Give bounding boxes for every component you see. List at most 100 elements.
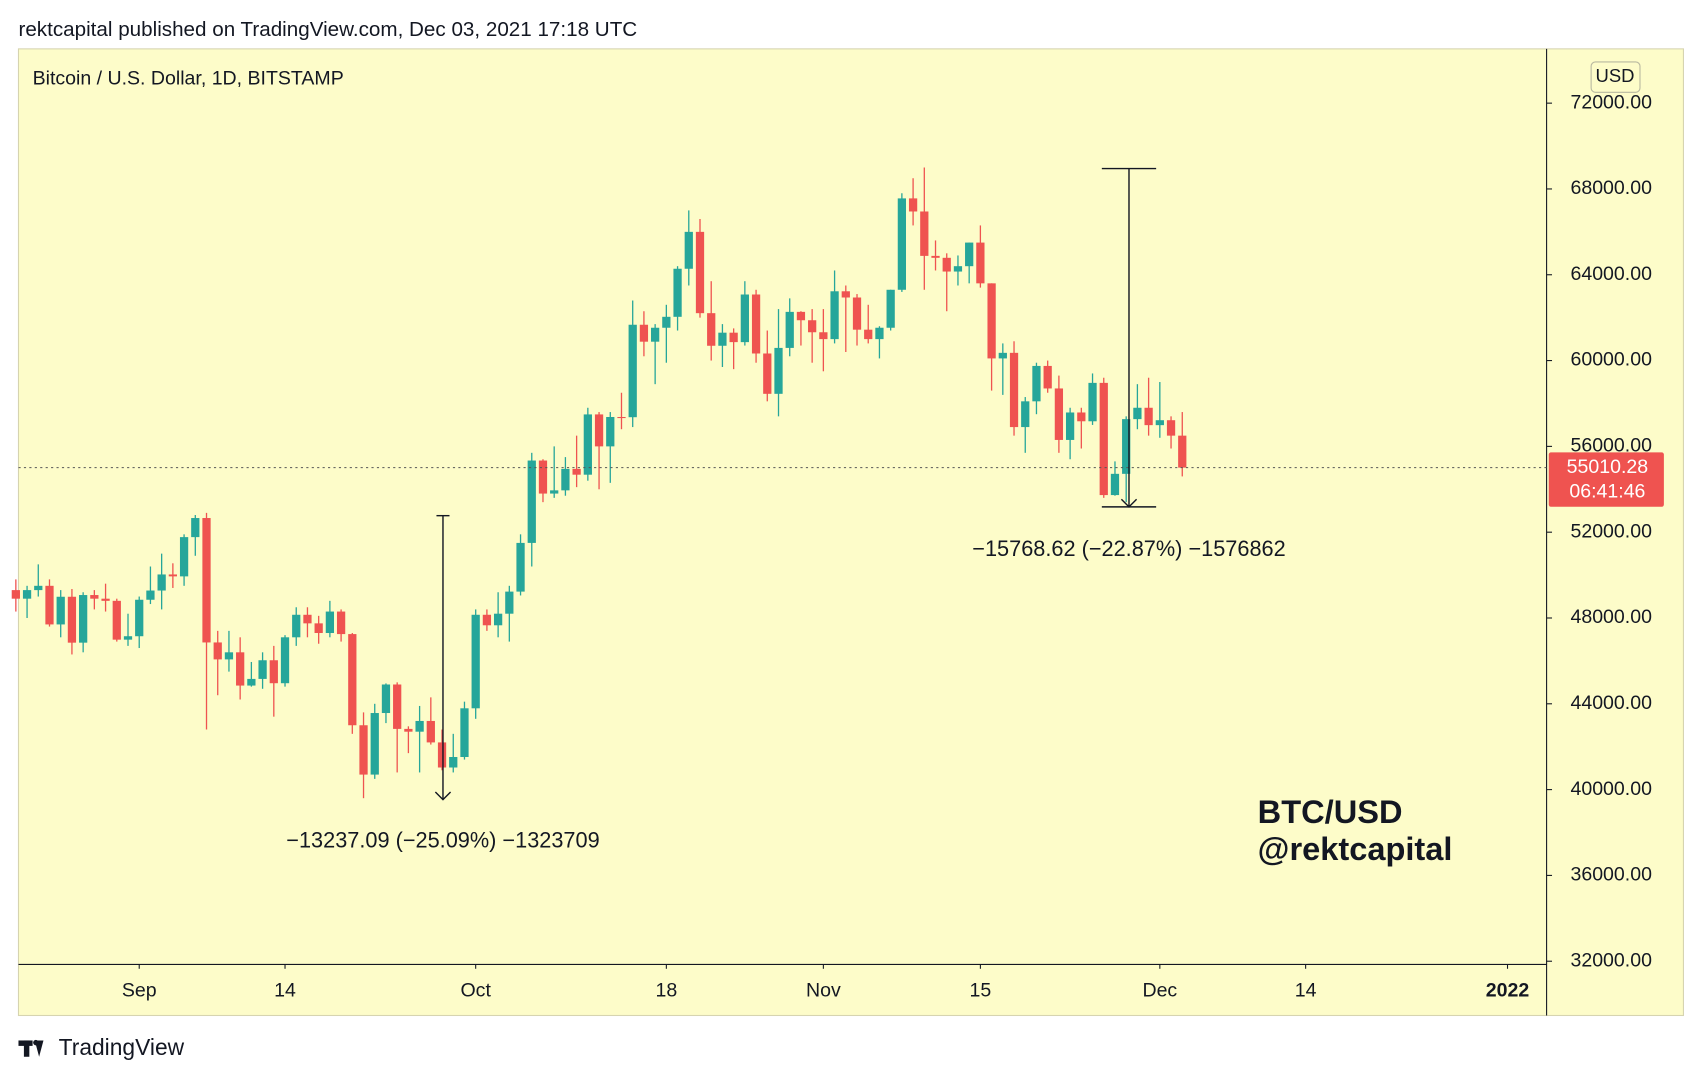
candle-body — [56, 596, 65, 625]
candle-body — [550, 490, 559, 494]
candle-body — [157, 574, 166, 591]
footer: TradingView — [59, 1034, 185, 1060]
candle-body — [538, 460, 548, 494]
y-tick-label: 60000.00 — [1570, 349, 1652, 371]
candle-body — [1144, 407, 1153, 426]
x-tick-label: Dec — [1142, 980, 1177, 1002]
candle-body — [1021, 401, 1030, 428]
candle-body — [1054, 388, 1064, 440]
measure-arrow — [1120, 498, 1138, 508]
candle-body — [123, 636, 133, 640]
candle-body — [191, 518, 200, 538]
y-tick-label: 68000.00 — [1570, 177, 1652, 199]
y-tick-label: 44000.00 — [1570, 692, 1652, 714]
candle-body — [280, 637, 290, 684]
currency: USD — [1596, 65, 1635, 86]
measure-label: −13237.09 (−25.09%) −1323709 — [286, 828, 599, 853]
candle-body — [258, 660, 267, 679]
candle-body — [437, 742, 447, 768]
candle-body — [628, 324, 637, 418]
candle-body — [1009, 352, 1019, 428]
candle-body — [213, 642, 222, 660]
candle-body — [471, 614, 480, 709]
candle-body — [606, 416, 615, 447]
candle-body — [1065, 412, 1075, 440]
candle-body — [527, 460, 536, 543]
candle-body — [505, 591, 514, 614]
y-tick-label: 52000.00 — [1570, 520, 1652, 542]
candle-body — [942, 257, 951, 272]
candle-body — [908, 198, 918, 212]
candle-body — [639, 324, 649, 342]
logo — [18, 1039, 44, 1057]
x-tick-label: Oct — [460, 980, 491, 1002]
candle-body — [718, 332, 727, 346]
candle-body — [763, 353, 772, 394]
y-tick-label: 64000.00 — [1570, 263, 1652, 285]
candle-body — [516, 542, 525, 592]
x-tick-label: 18 — [655, 980, 677, 1002]
candle-body — [1166, 420, 1176, 436]
candle-body — [751, 294, 761, 354]
candle-body — [673, 268, 682, 317]
candle-body — [617, 416, 626, 419]
candle-body — [1043, 365, 1052, 389]
x-tick-label: Nov — [806, 980, 841, 1002]
candle-body — [561, 468, 570, 491]
candle-body — [45, 585, 54, 625]
candle-body — [785, 311, 794, 348]
candle-body — [808, 320, 817, 333]
candle-body — [830, 291, 839, 340]
candle-body — [965, 242, 974, 267]
last-price-label: 55010.28 — [1567, 456, 1649, 478]
candle-body — [426, 720, 435, 743]
y-tick-label: 56000.00 — [1570, 435, 1652, 457]
candle-body — [886, 289, 895, 328]
candle-body — [22, 590, 32, 599]
y-tick-label: 40000.00 — [1570, 778, 1652, 800]
measure-arrow — [434, 791, 452, 801]
candle-body — [976, 242, 985, 284]
candle-body — [224, 652, 234, 660]
candle-body — [740, 294, 749, 343]
candle-body — [684, 231, 693, 269]
candle-body — [449, 757, 458, 768]
candle-body — [493, 613, 503, 626]
candle-body — [707, 313, 716, 346]
watermark: BTC/USD — [1258, 794, 1403, 830]
candle-body — [336, 611, 346, 635]
x-tick-label: 14 — [274, 980, 296, 1002]
candle-body — [1032, 365, 1041, 402]
candle-body — [168, 574, 177, 577]
candle-body — [841, 291, 850, 298]
candle-body — [594, 414, 604, 447]
candle-body — [135, 599, 144, 637]
candle-body — [179, 537, 189, 577]
candle-body — [236, 652, 245, 686]
candle-body — [1110, 473, 1120, 496]
y-tick-label: 48000.00 — [1570, 606, 1652, 628]
candle-body — [247, 678, 256, 686]
last-price-box — [1548, 452, 1664, 507]
candle-body — [1155, 420, 1164, 426]
candle-body — [34, 585, 43, 591]
candle-body — [202, 518, 211, 643]
candle-body — [998, 352, 1007, 359]
candle-body — [415, 720, 424, 732]
candles — [11, 167, 1187, 799]
candle-body — [572, 468, 581, 475]
candle-body — [897, 198, 907, 290]
candle-body — [651, 327, 660, 342]
candle-body — [695, 231, 705, 314]
y-tick-label: 32000.00 — [1570, 949, 1652, 971]
candle-body — [303, 614, 312, 624]
candle-body — [1133, 407, 1142, 420]
y-tick-label: 72000.00 — [1570, 91, 1652, 113]
candle-body — [79, 595, 88, 643]
measure-label: −15768.62 (−22.87%) −1576862 — [972, 536, 1285, 561]
candle-body — [314, 623, 323, 634]
candle-body — [1122, 419, 1131, 474]
candle-body — [953, 266, 963, 272]
candle-body — [348, 634, 357, 726]
